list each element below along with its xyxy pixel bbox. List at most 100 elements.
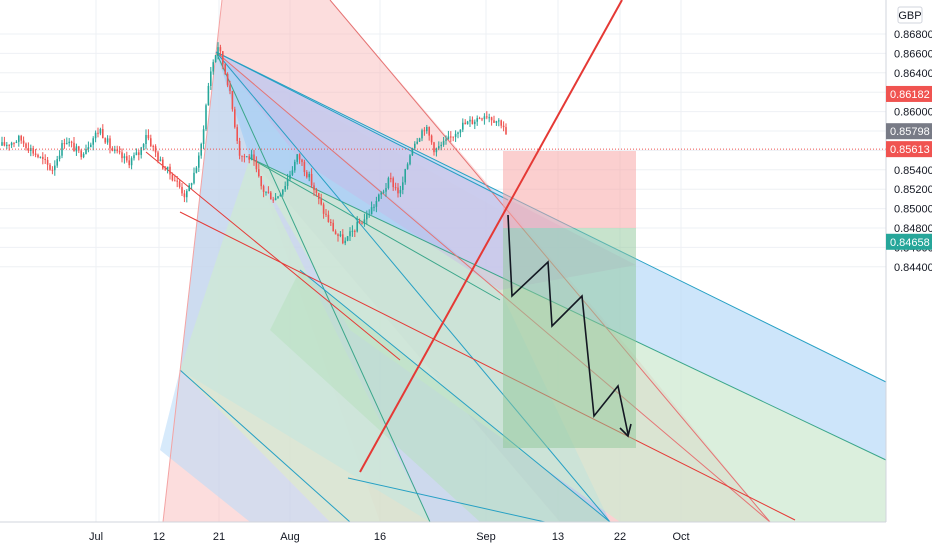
- candle-body: [25, 143, 27, 149]
- candle-body: [195, 167, 198, 173]
- candle-body: [459, 129, 462, 133]
- candle-body: [337, 234, 339, 237]
- candle-body: [80, 150, 82, 158]
- candle-body: [1, 142, 3, 146]
- candle-body: [274, 198, 277, 201]
- y-tick-label: 0.86600: [894, 48, 932, 60]
- candle-body: [378, 194, 380, 202]
- candle-body: [438, 146, 440, 149]
- candle-body: [205, 105, 207, 130]
- candle-body: [61, 143, 63, 156]
- candle-body: [334, 231, 337, 235]
- candle-body: [466, 121, 469, 125]
- candle-body: [270, 192, 272, 200]
- candle-body: [409, 155, 411, 165]
- candle-body: [248, 156, 250, 160]
- candle-body: [142, 144, 145, 148]
- y-tick-label: 0.85400: [894, 165, 932, 177]
- fan-line-6: [179, 369, 351, 523]
- candle-body: [116, 149, 118, 152]
- x-axis: Jul 12 21 Aug 16 Sep 13 22 Oct: [0, 521, 932, 550]
- candle-body: [423, 130, 426, 132]
- candle-body: [32, 148, 34, 154]
- projection-path: [507, 214, 629, 435]
- candle-body: [178, 181, 181, 187]
- candle-body: [243, 156, 246, 158]
- candle-body: [418, 138, 421, 142]
- candle-body: [128, 160, 130, 166]
- candle-body: [502, 125, 505, 128]
- candle-body: [150, 138, 152, 147]
- candle-body: [346, 236, 349, 241]
- fan-line-4: [215, 51, 431, 523]
- candle-body: [181, 186, 183, 194]
- candle-body: [454, 133, 457, 137]
- candle-body: [310, 173, 313, 186]
- price-tag-label: 0.85798: [890, 126, 930, 138]
- candle-body: [308, 173, 310, 178]
- candle-body: [138, 152, 140, 155]
- candle-body: [382, 191, 385, 193]
- x-tick-label: Sep: [476, 531, 496, 543]
- candle-body: [342, 234, 344, 244]
- candle-body: [37, 154, 39, 158]
- candle-body: [354, 230, 356, 232]
- x-tick-label: Oct: [672, 531, 689, 543]
- y-tick-label: 0.86000: [894, 107, 932, 119]
- candle-body: [10, 142, 13, 146]
- candle-body: [6, 144, 8, 146]
- fan-line-9: [162, 0, 223, 523]
- candle-body: [498, 120, 500, 122]
- candle-body: [493, 120, 495, 123]
- candle-body: [75, 146, 78, 152]
- candle-body: [159, 159, 162, 162]
- candle-body: [217, 47, 219, 56]
- candle-body: [58, 155, 61, 160]
- candle-body: [63, 143, 66, 145]
- candle-body: [363, 219, 366, 224]
- candle-body: [315, 190, 318, 193]
- overlay: [0, 0, 886, 473]
- candle-body: [296, 154, 298, 162]
- candle-body: [322, 204, 325, 214]
- fan-line-11: [249, 157, 501, 301]
- x-tick-label: Jul: [89, 531, 103, 543]
- candle-body: [145, 134, 147, 145]
- candle-body: [490, 117, 493, 121]
- candle-body: [255, 160, 258, 170]
- candle-body: [176, 180, 178, 182]
- candle-body: [8, 144, 10, 146]
- candle-body: [111, 148, 114, 151]
- candle-body: [13, 142, 15, 144]
- x-axis-background: [0, 522, 932, 550]
- candle-body: [452, 136, 454, 138]
- candle-body: [39, 156, 42, 158]
- candle-body: [366, 214, 368, 220]
- candle-body: [126, 156, 128, 161]
- candle-body: [121, 152, 123, 159]
- candle-body: [349, 231, 351, 237]
- candle-body: [234, 109, 236, 128]
- candle-body: [282, 189, 284, 195]
- candle-body: [368, 214, 370, 216]
- candle-body: [279, 194, 282, 197]
- candle-body: [265, 191, 267, 193]
- y-tick-label: 0.85200: [894, 184, 932, 196]
- candle-body: [186, 191, 188, 198]
- candle-body: [306, 172, 308, 178]
- candle-body: [272, 199, 274, 201]
- candle-body: [426, 126, 428, 132]
- y-tick-label: 0.84400: [894, 262, 932, 274]
- candle-body: [56, 159, 58, 166]
- candle-body: [154, 146, 157, 153]
- x-tick-label: 12: [153, 531, 165, 543]
- x-tick-label: 13: [552, 531, 564, 543]
- candle-body: [258, 169, 260, 177]
- price-tag-label: 0.84658: [890, 237, 930, 249]
- candle-body: [361, 223, 363, 225]
- candle-body: [380, 192, 382, 195]
- candle-body: [219, 47, 222, 52]
- candle-body: [253, 154, 255, 161]
- candle-body: [104, 138, 106, 143]
